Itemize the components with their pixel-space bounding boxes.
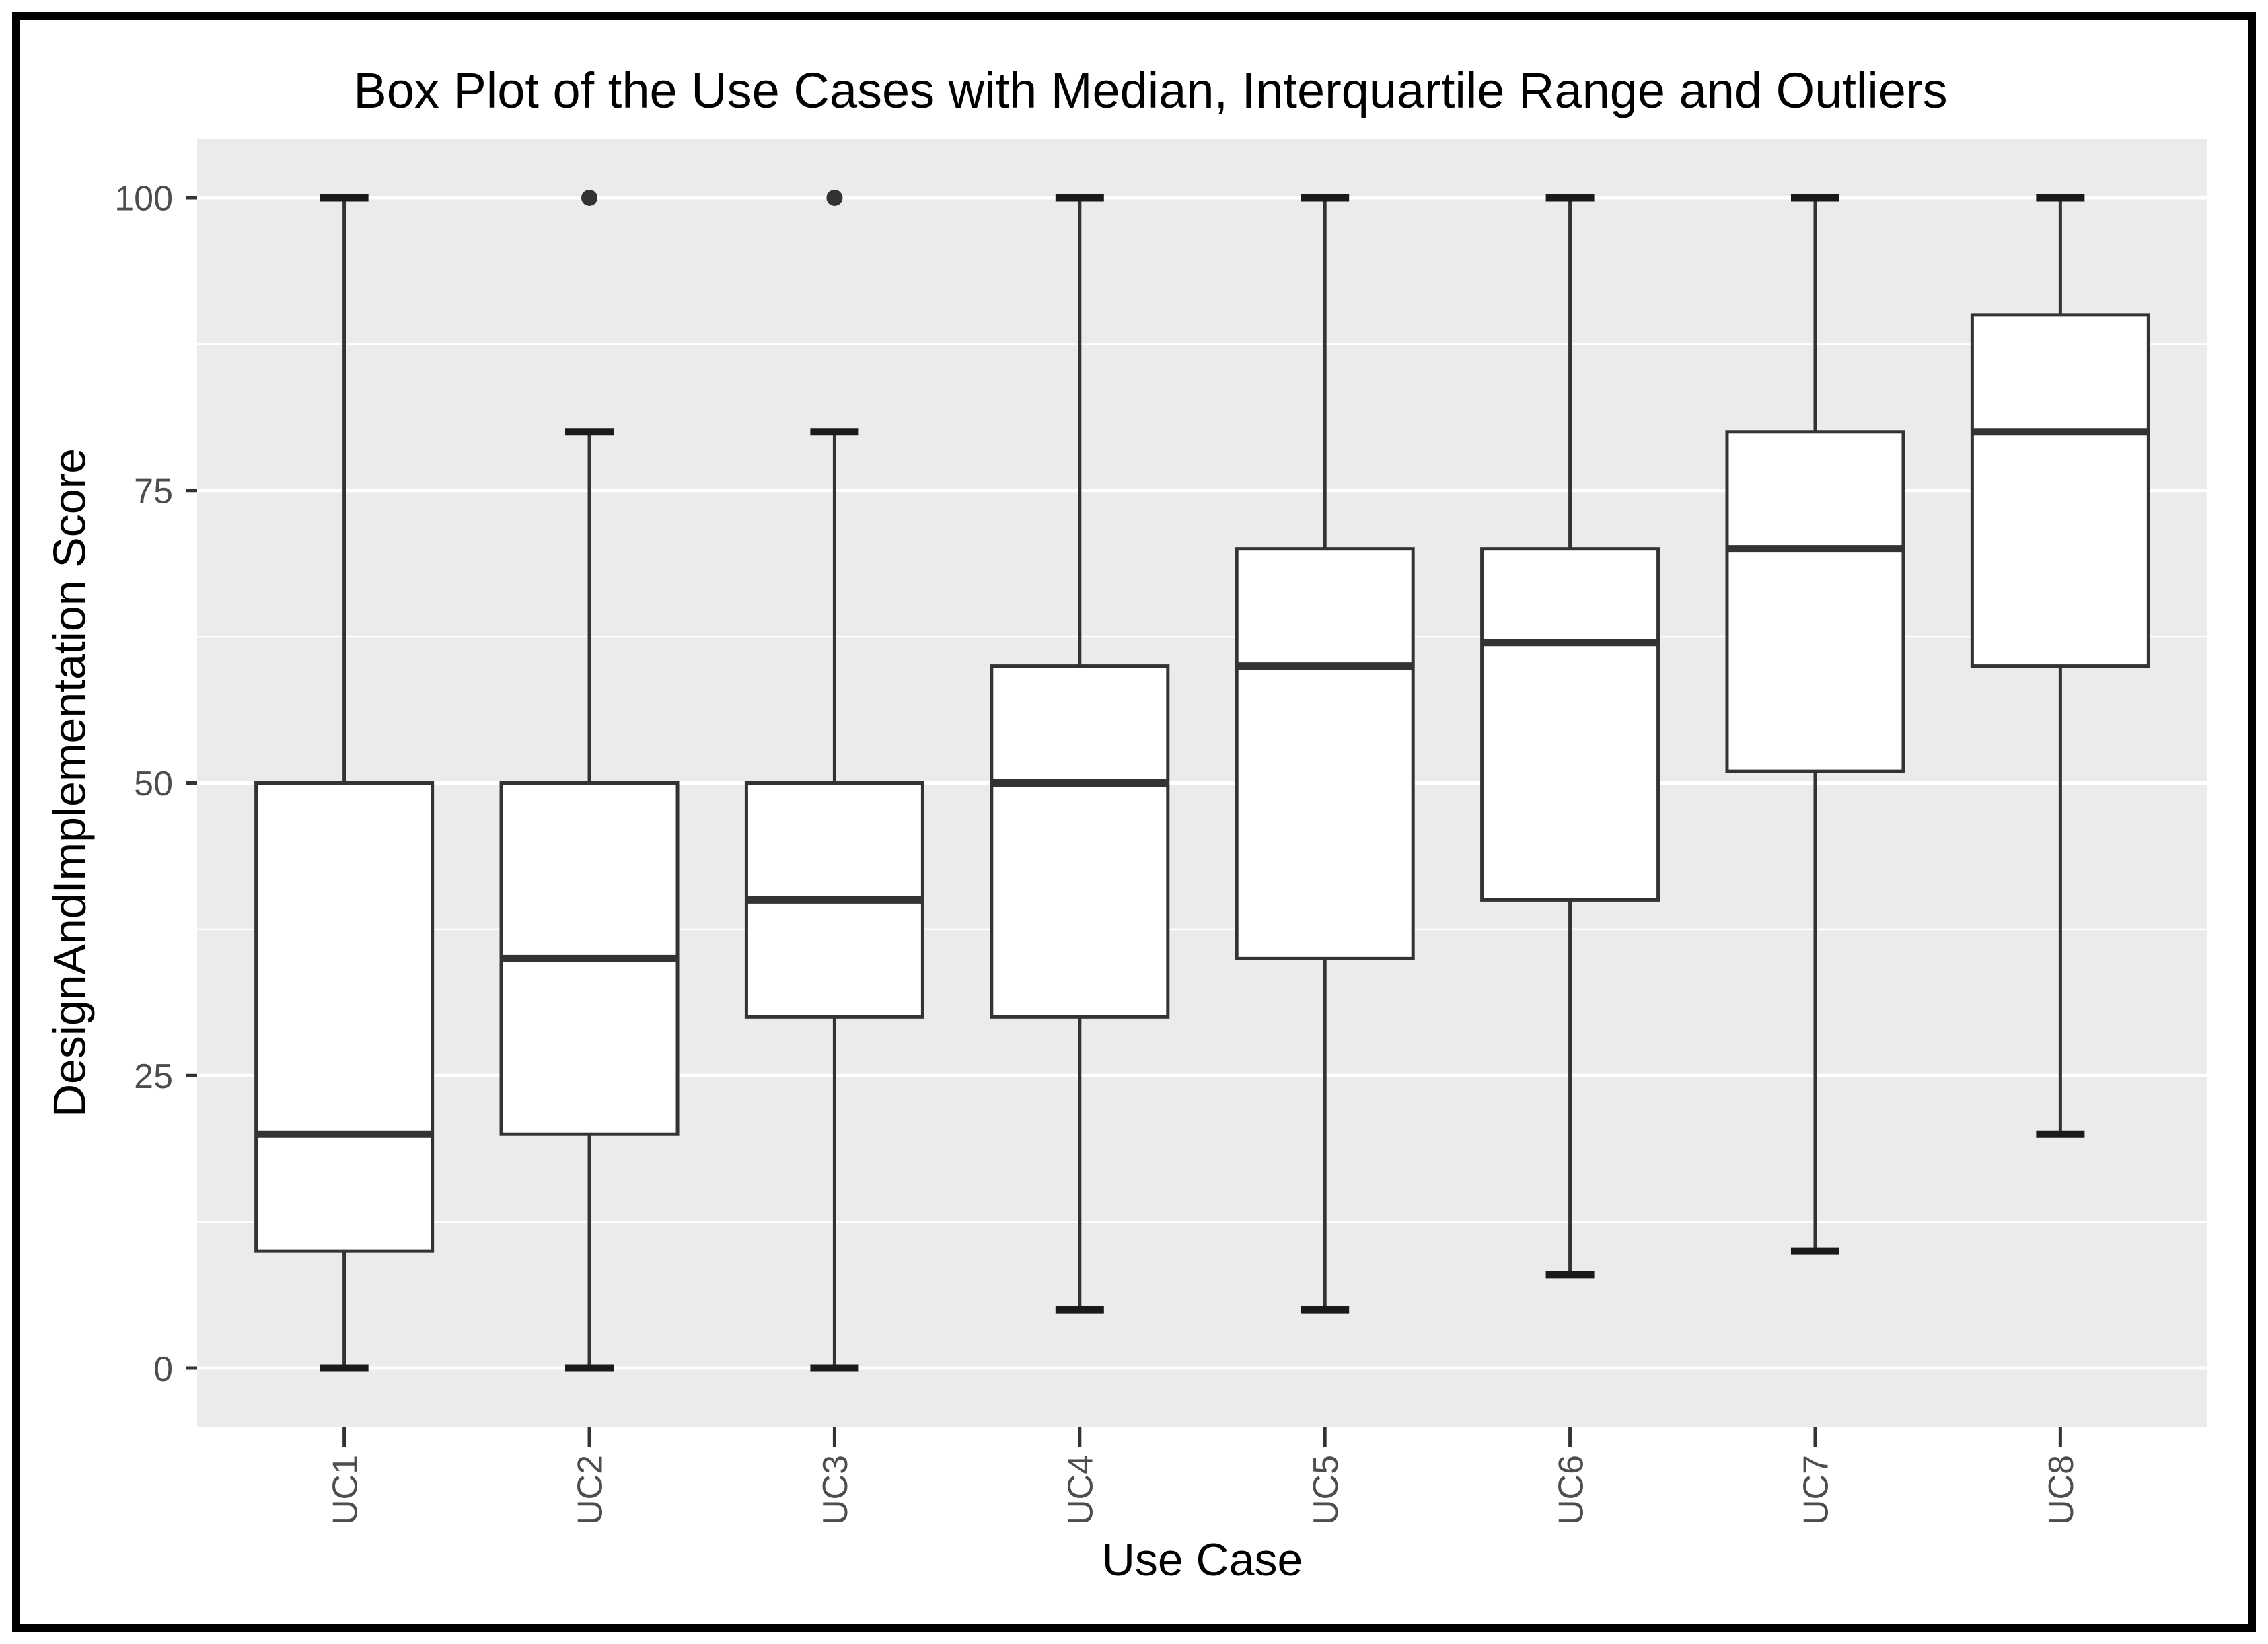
outlier-point: [826, 189, 843, 206]
chart-layer: 0 25 50 75 100 UC1 UC2 UC3 UC4 UC5 UC6 UC7 UC8: [114, 139, 2207, 1525]
x-tick-label: UC1: [326, 1455, 365, 1525]
y-tick-label: 0: [153, 1350, 173, 1389]
x-tick-label: UC7: [1797, 1455, 1836, 1525]
x-tick-label: UC3: [816, 1455, 855, 1525]
iqr-box: [1480, 547, 1660, 902]
x-tick-label: UC8: [2042, 1455, 2081, 1525]
y-tick-label: 75: [134, 472, 173, 511]
x-tick-label: UC4: [1062, 1455, 1101, 1525]
iqr-box: [254, 781, 435, 1253]
outlier-point: [581, 189, 598, 206]
iqr-box: [990, 664, 1170, 1019]
iqr-box: [1970, 313, 2150, 668]
y-axis-title: DesignAndImplementation Score: [44, 448, 95, 1117]
y-tick-label: 50: [134, 764, 173, 803]
x-tick-label: UC2: [571, 1455, 610, 1525]
x-tick-label: UC6: [1551, 1455, 1590, 1525]
x-axis-title: Use Case: [1102, 1534, 1303, 1585]
iqr-box: [1725, 430, 1905, 773]
plot-title: Box Plot of the Use Cases with Median, I…: [353, 63, 1947, 118]
y-tick-label: 25: [134, 1057, 173, 1096]
x-tick-label: UC5: [1307, 1455, 1346, 1525]
iqr-box: [1235, 547, 1415, 960]
figure-frame-border: [12, 12, 2256, 1632]
y-tick-label: 100: [114, 180, 173, 219]
